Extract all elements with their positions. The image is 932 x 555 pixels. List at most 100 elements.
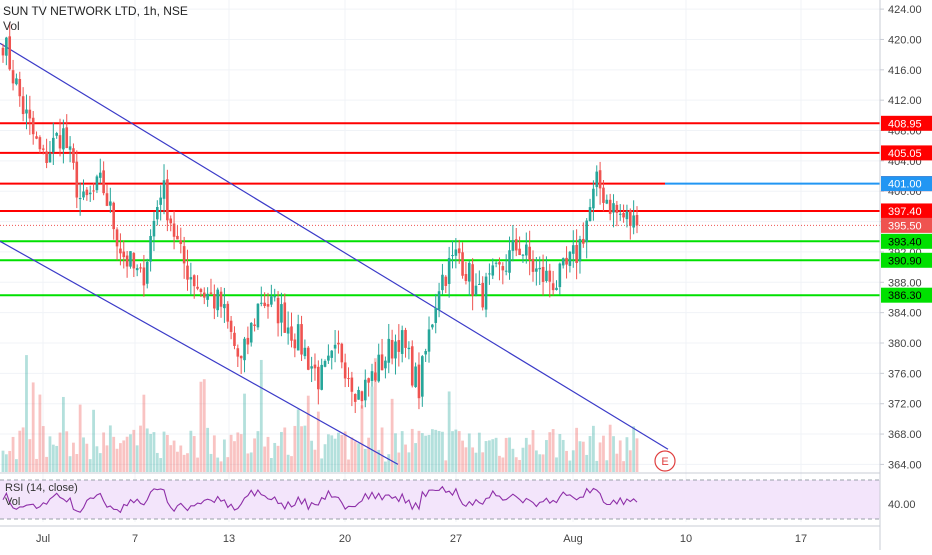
- volume-bar: [528, 444, 532, 472]
- level-393.40-tag[interactable]: [881, 233, 932, 249]
- candle-body: [132, 253, 136, 269]
- candle-body: [98, 172, 102, 178]
- volume-bar: [45, 456, 49, 472]
- event-marker-group: E: [654, 450, 676, 472]
- y-tick-label: 364.00: [888, 459, 922, 471]
- candle-body: [176, 235, 179, 240]
- volume-bar: [488, 440, 491, 472]
- volume-bar: [196, 457, 199, 472]
- volume-bar: [373, 358, 377, 472]
- candle-body: [249, 322, 253, 343]
- candle-body: [582, 238, 585, 244]
- candle-body: [115, 229, 119, 247]
- volume-bar: [165, 434, 169, 472]
- volume-bar: [125, 436, 129, 472]
- candle-body: [454, 249, 458, 256]
- volume-bar: [95, 446, 99, 472]
- candle-body: [65, 127, 69, 149]
- candle-body: [461, 252, 464, 276]
- volume-bar: [18, 430, 22, 472]
- candle-body: [447, 257, 451, 284]
- previous-close-401.00-tag[interactable]: [881, 176, 932, 192]
- volume-bar: [424, 435, 428, 472]
- volume-bar: [618, 440, 622, 472]
- volume-legend: Vol: [3, 19, 20, 33]
- candle-body: [323, 360, 327, 367]
- volume-bar: [75, 454, 79, 472]
- volume-bar: [209, 453, 213, 472]
- volume-bar: [293, 425, 297, 472]
- candle-body: [41, 148, 45, 150]
- candle-body: [25, 109, 28, 114]
- trend-channel: [0, 42, 669, 465]
- channel-lower-line[interactable]: [0, 240, 399, 465]
- volume-bar: [353, 441, 357, 472]
- volume-bar: [343, 431, 347, 472]
- y-tick-label: 420.00: [888, 34, 922, 46]
- volume-bar: [531, 430, 535, 472]
- candle-body: [276, 297, 280, 324]
- candle-body: [306, 347, 310, 370]
- event-marker[interactable]: [654, 450, 676, 472]
- volume-bar: [558, 434, 562, 472]
- volume-bar: [504, 437, 508, 472]
- volume-bar: [239, 434, 243, 472]
- volume-bar: [380, 427, 384, 472]
- volume-bar: [370, 386, 374, 472]
- volume-bar: [155, 452, 159, 472]
- candle-body: [431, 324, 434, 328]
- candle-body: [525, 244, 528, 256]
- level-390.90-tag[interactable]: [881, 252, 932, 268]
- rsi-volume-label: Vol: [5, 496, 21, 508]
- last-price-395.50-tag[interactable]: [881, 217, 932, 233]
- candle-body: [380, 354, 384, 371]
- candle-body: [394, 341, 397, 359]
- candle-body: [504, 270, 508, 272]
- level-386.30-tag[interactable]: [881, 287, 932, 303]
- candle-body: [508, 250, 511, 273]
- volume-bar: [350, 437, 354, 472]
- level-408.95-tag[interactable]: [881, 115, 932, 131]
- channel-upper-line[interactable]: [0, 42, 669, 450]
- level-405.05-tag[interactable]: [881, 145, 932, 161]
- volume-bar: [384, 461, 387, 472]
- candle-body: [578, 238, 582, 262]
- volume-bar: [11, 436, 15, 472]
- candle-body: [585, 220, 588, 243]
- volume-bar: [216, 457, 220, 472]
- candle-body: [498, 262, 501, 265]
- candle-body: [397, 340, 401, 352]
- last-price-395.50-text: 395.50: [888, 220, 922, 232]
- volume-bar: [276, 445, 280, 472]
- candle-body: [112, 202, 115, 230]
- rsi-line: [2, 485, 638, 514]
- rsi-axis-label: 40.00: [888, 499, 916, 511]
- volume-bar: [243, 393, 246, 472]
- volume-bar: [159, 458, 163, 472]
- y-tick-label: 416.00: [888, 65, 922, 77]
- candle-body: [612, 203, 615, 213]
- volume-bar: [129, 434, 132, 472]
- volume-bar: [263, 446, 267, 472]
- candle-body: [172, 223, 176, 237]
- candle-body: [95, 176, 99, 191]
- level-393.40-text: 393.40: [888, 236, 922, 248]
- x-tick-label: 10: [680, 533, 692, 545]
- volume-bar: [176, 451, 179, 472]
- volume-bars: [1, 355, 639, 472]
- grid: [0, 0, 880, 522]
- volume-bar: [320, 458, 324, 472]
- level-386.30-text: 386.30: [888, 290, 922, 302]
- candle-body: [410, 346, 414, 386]
- level-397.40-tag[interactable]: [881, 203, 932, 219]
- candle-body: [88, 192, 92, 195]
- volume-bar: [199, 381, 203, 472]
- volume-bar: [316, 411, 320, 472]
- volume-bar: [571, 450, 575, 472]
- volume-bar: [58, 432, 62, 472]
- rsi-panel: [0, 479, 880, 520]
- y-tick-label: 412.00: [888, 95, 922, 107]
- candle-body: [565, 257, 568, 265]
